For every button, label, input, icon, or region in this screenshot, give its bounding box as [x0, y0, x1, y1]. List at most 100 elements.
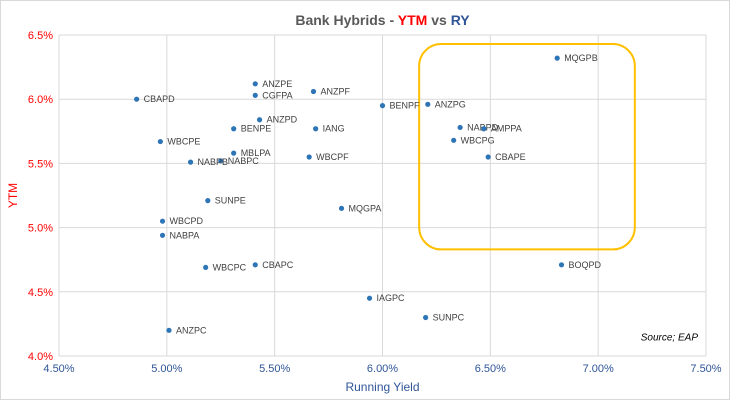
point-label: IANG [323, 124, 345, 134]
point-label: AMPPA [491, 124, 522, 134]
x-tick-label: 4.50% [43, 363, 74, 375]
point-label: CBAPC [262, 260, 294, 270]
data-point: ANZPG [425, 99, 466, 109]
point-label: ANZPC [176, 325, 207, 335]
data-point: BENPF [379, 101, 420, 111]
point-marker [425, 101, 431, 107]
y-axis-ticks: 4.0% 4.5% 5.0% 5.5% 6.0% 6.5% [28, 30, 53, 363]
point-label: NABPB [198, 157, 229, 167]
point-label: CBAPD [144, 94, 176, 104]
point-label: ANZPG [435, 99, 466, 109]
data-point: MQGPA [338, 203, 382, 213]
title-dash: - [386, 12, 398, 28]
point-marker [205, 198, 211, 204]
point-marker [157, 138, 163, 145]
point-label: WBCPF [316, 152, 349, 162]
point-marker [451, 137, 457, 143]
point-marker [252, 262, 258, 268]
point-label: WBCPG [461, 135, 495, 145]
x-tick-label: 6.50% [475, 363, 506, 375]
point-label: MBLPA [241, 148, 271, 158]
highlight-box [418, 42, 636, 251]
data-point: BOQPD [558, 260, 602, 270]
y-tick-label: 5.5% [28, 158, 53, 170]
point-marker [187, 159, 194, 165]
data-point: ANZPC [166, 325, 207, 335]
data-point: IANG [313, 124, 345, 134]
data-point: WBCPC [203, 262, 247, 272]
data-point: ANZPF [310, 86, 350, 96]
x-tick-label: 6.00% [367, 363, 398, 375]
point-label: WBCPE [167, 137, 200, 147]
point-marker [166, 327, 172, 333]
data-point: CBAPE [485, 152, 526, 162]
data-point: BENPE [231, 124, 271, 134]
gridlines [58, 34, 707, 357]
x-tick-label: 5.50% [259, 363, 290, 375]
data-point: SUNPC [423, 312, 465, 322]
chart-title: Bank Hybrids - YTM vs RY [295, 12, 470, 28]
point-marker [313, 126, 319, 132]
point-label: ANZPF [320, 86, 350, 96]
point-marker [306, 154, 312, 160]
point-label: NABPC [228, 156, 260, 166]
point-marker [252, 81, 258, 87]
data-point: WBCPE [157, 137, 200, 147]
data-point: MBLPA [231, 148, 271, 158]
data-point: MQGPB [554, 53, 598, 63]
data-point: AMPPA [481, 124, 522, 134]
data-point: WBCPD [159, 216, 204, 226]
point-label: BOQPD [569, 260, 602, 270]
point-marker [218, 158, 224, 164]
point-label: MQGPA [349, 203, 382, 213]
title-ytm: YTM [398, 12, 428, 28]
title-vs: vs [427, 12, 450, 28]
point-marker [366, 295, 373, 301]
x-tick-label: 7.00% [583, 363, 614, 375]
data-point: NABPC [218, 156, 259, 166]
point-label: ANZPD [267, 115, 298, 125]
source-note: Source; EAP [641, 333, 699, 344]
point-marker [481, 126, 487, 132]
point-marker [485, 154, 491, 160]
point-label: ANZPE [262, 79, 292, 89]
y-tick-label: 4.5% [28, 287, 53, 299]
point-label: MQGPB [564, 53, 598, 63]
point-label: BENPE [241, 124, 272, 134]
point-marker [256, 117, 263, 123]
x-tick-label: 7.50% [690, 363, 721, 375]
point-label: SUNPC [433, 312, 465, 322]
data-point: IAGPC [366, 293, 406, 303]
data-point: WBCPF [306, 152, 349, 162]
point-marker [423, 314, 429, 321]
x-axis-label: Running Yield [345, 380, 419, 394]
title-prefix: Bank Hybrids [295, 12, 385, 28]
data-point: SUNPE [205, 196, 246, 206]
data-point: ANZPE [252, 79, 292, 89]
point-label: WBCPD [170, 216, 204, 226]
x-tick-label: 5.00% [151, 363, 182, 375]
highlight-region [418, 42, 636, 251]
data-point: ANZPD [256, 115, 298, 125]
data-point: WBCPG [451, 135, 495, 145]
point-marker [558, 262, 565, 268]
title-ry: RY [451, 12, 471, 28]
point-marker [457, 124, 463, 131]
point-label: NABPA [170, 230, 200, 240]
point-marker [231, 126, 237, 132]
data-point: CBAPC [252, 260, 294, 270]
y-tick-label: 4.0% [28, 351, 53, 363]
y-tick-label: 6.0% [28, 94, 53, 106]
point-label: WBCPC [213, 262, 247, 272]
point-label: CGFPA [262, 90, 292, 100]
point-marker [203, 264, 209, 271]
data-point: NABPA [159, 230, 200, 240]
y-axis-label: YTM [6, 183, 20, 208]
point-marker [310, 88, 317, 95]
point-label: IAGPC [377, 293, 406, 303]
y-tick-label: 6.5% [28, 30, 53, 42]
point-marker [554, 55, 560, 61]
